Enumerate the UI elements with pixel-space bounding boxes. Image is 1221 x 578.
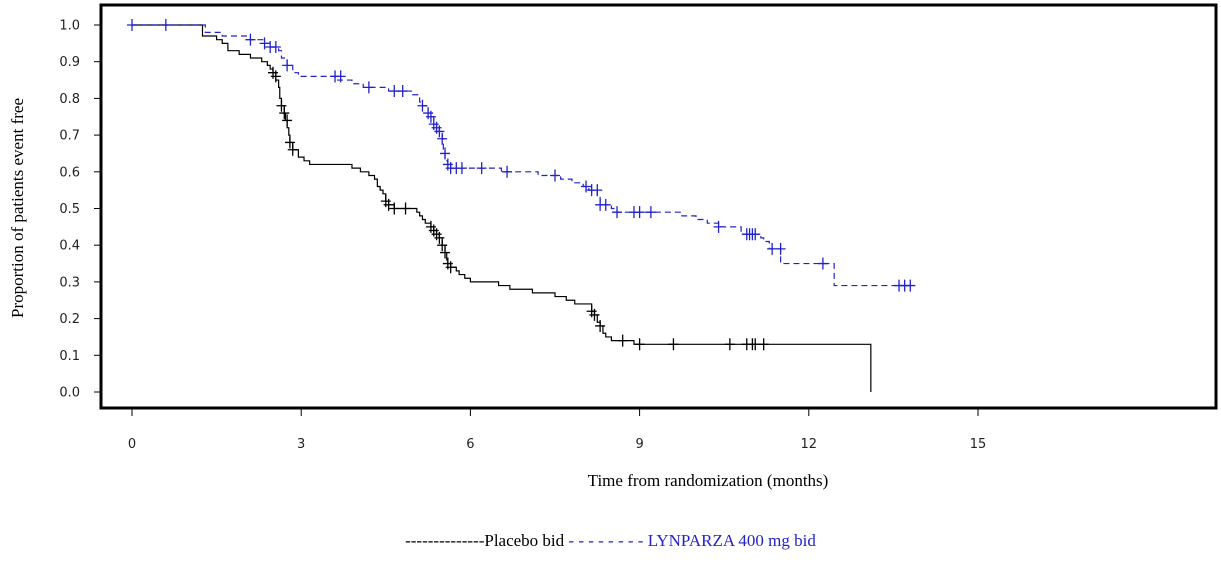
censor-mark-lynparza [363,81,374,94]
y-tick-label: 0.9 [59,55,80,70]
censor-mark-placebo [724,338,735,351]
censor-mark-placebo [595,319,606,332]
censor-mark-lynparza [750,228,761,241]
y-tick-label: 0.5 [59,202,80,217]
x-axis-title: Time from randomization (months) [588,471,829,490]
censor-mark-placebo [383,198,394,211]
x-tick-label: 6 [466,437,474,452]
y-tick-label: 0.2 [59,312,80,327]
censor-mark-lynparza [160,19,171,31]
y-tick-label: 0.7 [59,129,80,144]
x-axis: 0 3 6 9 12 15 [128,408,986,452]
censor-mark-lynparza [397,85,408,98]
censor-mark-placebo [284,136,295,149]
censor-mark-lynparza [645,206,656,219]
censor-mark-placebo [617,334,628,347]
plot-frame [99,3,1218,410]
censor-mark-lynparza [127,19,137,31]
series-placebo [132,24,872,392]
censor-mark-lynparza [775,242,786,255]
x-tick-label: 3 [297,437,305,452]
y-tick-label: 0.8 [59,92,80,107]
y-axis-title: Proportion of patients event free [8,98,27,318]
censor-mark-lynparza [425,110,436,123]
censor-mark-lynparza [767,242,778,255]
y-tick-label: 0.0 [59,386,80,401]
censor-mark-placebo [668,338,679,351]
legend-entry-lynparza: - - - - - - - - LYNPARZA 400 mg bid [564,531,816,550]
censor-mark-placebo [634,338,645,351]
censor-mark-placebo [437,239,448,252]
censor-mark-lynparza [282,59,293,72]
y-tick-label: 0.6 [59,165,80,180]
y-tick-label: 0.3 [59,275,80,290]
x-tick-label: 12 [801,437,818,452]
censor-mark-lynparza [259,37,270,50]
censor-mark-placebo [389,202,400,215]
censor-mark-lynparza [502,165,513,178]
censor-mark-placebo [440,246,451,259]
legend: --------------Placebo bid - - - - - - - … [0,531,1221,551]
censor-mark-lynparza [245,33,256,46]
censor-mark-placebo [400,202,411,215]
censor-mark-lynparza [581,180,592,193]
censor-mark-lynparza [905,279,916,292]
censor-mark-lynparza [713,220,724,233]
censor-mark-lynparza [476,162,487,175]
y-tick-label: 0.4 [59,239,80,254]
censor-mark-lynparza [600,198,611,211]
y-axis: 0.0 0.1 0.2 0.3 0.4 0.5 0.6 0.7 0.8 0.9 1.0 [59,19,101,401]
y-tick-label: 1.0 [59,19,80,34]
series-line-lynparza [132,24,911,287]
x-tick-label: 0 [128,437,136,452]
x-tick-label: 15 [970,437,987,452]
censor-mark-lynparza [817,257,828,270]
censor-mark-lynparza [440,147,451,160]
series-lynparza [127,19,916,292]
series-layer [127,19,916,392]
legend-lynparza-label: - - - - - - - - LYNPARZA 400 mg bid [564,531,816,550]
censor-mark-placebo [279,107,290,120]
censor-mark-lynparza [456,162,467,175]
x-tick-label: 9 [635,437,643,452]
censor-mark-lynparza [437,132,448,145]
censor-mark-lynparza [417,99,428,112]
legend-entry-placebo: --------------Placebo bid [405,531,565,550]
censor-mark-placebo [287,143,298,156]
y-tick-label: 0.1 [59,349,80,364]
censor-mark-lynparza [335,70,346,83]
censor-mark-placebo [270,70,281,83]
censor-mark-placebo [276,99,287,112]
censor-mark-lynparza [389,85,400,98]
censor-mark-lynparza [634,206,645,219]
censor-mark-placebo [445,261,456,274]
series-line-placebo [132,24,872,392]
censor-mark-placebo [589,308,600,321]
censor-mark-placebo [758,338,769,351]
censor-mark-lynparza [434,125,445,138]
censor-mark-lynparza [592,184,603,197]
censor-mark-placebo [282,114,293,127]
censor-mark-lynparza [550,169,560,182]
censor-mark-lynparza [612,206,623,219]
censor-mark-lynparza [270,41,281,54]
censor-mark-placebo [434,231,445,244]
censor-mark-placebo [750,338,761,351]
